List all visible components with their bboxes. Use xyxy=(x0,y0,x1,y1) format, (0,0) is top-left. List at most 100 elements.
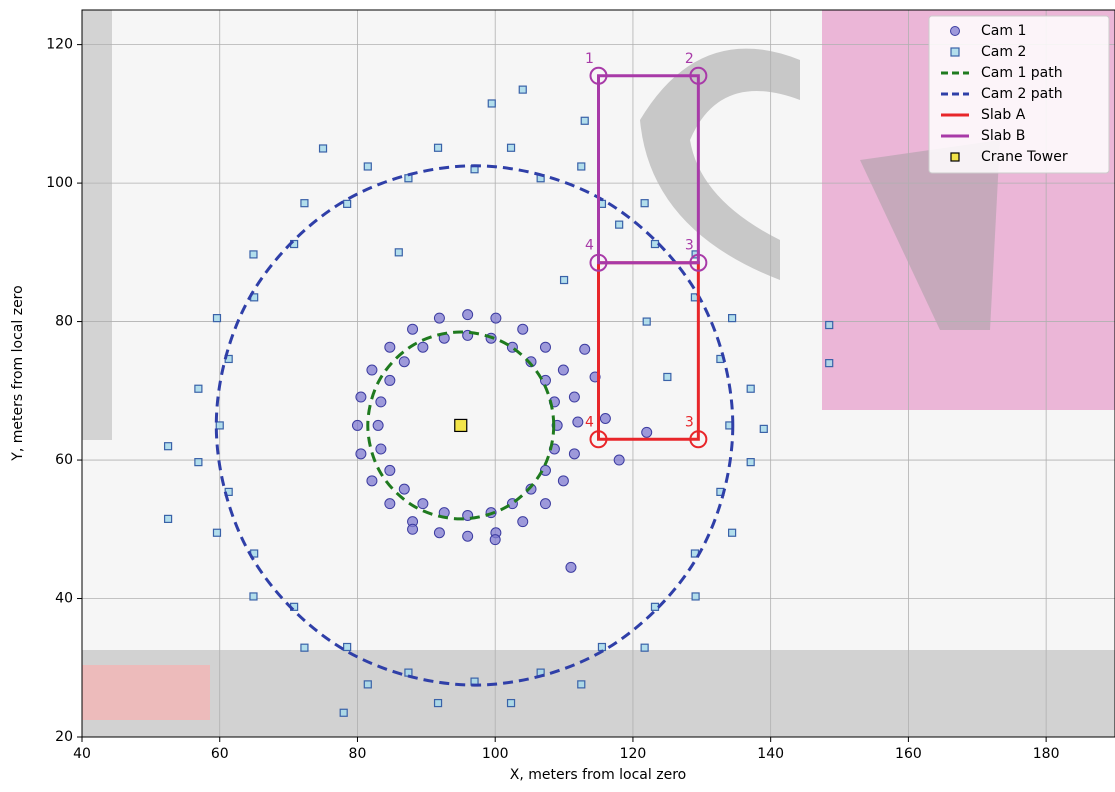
point xyxy=(385,499,395,509)
x-tick-label: 120 xyxy=(620,746,647,762)
y-tick-label: 40 xyxy=(55,591,73,607)
x-tick-label: 40 xyxy=(73,746,91,762)
point xyxy=(578,163,585,170)
point xyxy=(566,562,576,572)
point xyxy=(373,420,383,430)
point xyxy=(395,249,402,256)
point xyxy=(518,324,528,334)
point xyxy=(367,365,377,375)
point xyxy=(385,342,395,352)
point xyxy=(195,385,202,392)
point xyxy=(760,425,767,432)
point xyxy=(508,700,515,707)
point xyxy=(340,709,347,716)
point xyxy=(408,524,418,534)
point xyxy=(301,200,308,207)
corner-label: 4 xyxy=(585,414,594,430)
point xyxy=(569,392,579,402)
point xyxy=(580,344,590,354)
y-axis-label: Y, meters from local zero xyxy=(10,285,26,461)
point xyxy=(581,117,588,124)
point xyxy=(434,313,444,323)
point xyxy=(435,700,442,707)
point xyxy=(558,365,568,375)
x-tick-label: 140 xyxy=(757,746,784,762)
point xyxy=(573,417,583,427)
point xyxy=(488,100,495,107)
point xyxy=(364,163,371,170)
point xyxy=(692,593,699,600)
point xyxy=(664,373,671,380)
point xyxy=(344,200,351,207)
point xyxy=(216,422,223,429)
corner-label: 2 xyxy=(685,51,694,67)
legend-marker xyxy=(951,153,959,161)
point xyxy=(367,476,377,486)
y-tick-label: 20 xyxy=(55,729,73,745)
point xyxy=(376,444,386,454)
y-tick-label: 100 xyxy=(46,175,73,191)
point xyxy=(540,499,550,509)
point xyxy=(540,342,550,352)
point xyxy=(729,529,736,536)
point xyxy=(519,86,526,93)
corner-label: 1 xyxy=(585,51,594,67)
legend-label: Slab A xyxy=(981,107,1026,123)
x-tick-label: 100 xyxy=(482,746,509,762)
point xyxy=(352,420,362,430)
x-tick-label: 180 xyxy=(1033,746,1060,762)
point xyxy=(250,251,257,258)
point xyxy=(455,419,467,431)
point xyxy=(578,681,585,688)
point xyxy=(463,531,473,541)
corner-label: 3 xyxy=(685,414,694,430)
point xyxy=(561,277,568,284)
corner-label: 4 xyxy=(585,238,594,254)
point xyxy=(435,144,442,151)
point xyxy=(598,643,605,650)
point xyxy=(490,535,500,545)
legend-label: Slab B xyxy=(981,128,1025,144)
point xyxy=(356,392,366,402)
point xyxy=(434,528,444,538)
point xyxy=(614,455,624,465)
point xyxy=(729,315,736,322)
point xyxy=(165,443,172,450)
y-tick-label: 120 xyxy=(46,37,73,53)
point xyxy=(250,593,257,600)
point xyxy=(616,221,623,228)
point xyxy=(213,315,220,322)
point xyxy=(408,324,418,334)
point xyxy=(418,342,428,352)
point xyxy=(399,357,409,367)
point xyxy=(385,465,395,475)
point xyxy=(344,643,351,650)
point xyxy=(320,145,327,152)
point xyxy=(826,360,833,367)
y-tick-label: 80 xyxy=(55,314,73,330)
x-tick-label: 80 xyxy=(349,746,367,762)
x-tick-label: 160 xyxy=(895,746,922,762)
legend-marker xyxy=(951,27,960,36)
point xyxy=(165,515,172,522)
point xyxy=(491,313,501,323)
x-tick-label: 60 xyxy=(211,746,229,762)
legend-label: Cam 2 xyxy=(981,44,1026,60)
point xyxy=(399,484,409,494)
point xyxy=(600,414,610,424)
legend-label: Cam 1 xyxy=(981,23,1026,39)
point xyxy=(641,200,648,207)
point xyxy=(213,529,220,536)
point xyxy=(643,318,650,325)
point xyxy=(364,681,371,688)
point xyxy=(558,476,568,486)
point xyxy=(518,517,528,527)
chart: 431234 X, meters from local zero Y, mete… xyxy=(0,0,1115,788)
point xyxy=(385,375,395,385)
y-tick-label: 60 xyxy=(55,452,73,468)
point xyxy=(356,449,366,459)
legend-marker xyxy=(951,48,959,56)
point xyxy=(642,427,652,437)
legend-label: Cam 2 path xyxy=(981,86,1063,102)
point xyxy=(508,144,515,151)
